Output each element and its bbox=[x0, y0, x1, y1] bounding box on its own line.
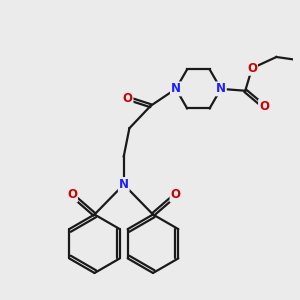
Text: O: O bbox=[170, 188, 181, 202]
Text: N: N bbox=[119, 178, 129, 191]
Text: N: N bbox=[216, 82, 226, 95]
Text: N: N bbox=[171, 82, 181, 95]
Text: O: O bbox=[247, 62, 257, 75]
Text: O: O bbox=[259, 100, 269, 113]
Text: O: O bbox=[67, 188, 77, 202]
Text: O: O bbox=[122, 92, 133, 105]
